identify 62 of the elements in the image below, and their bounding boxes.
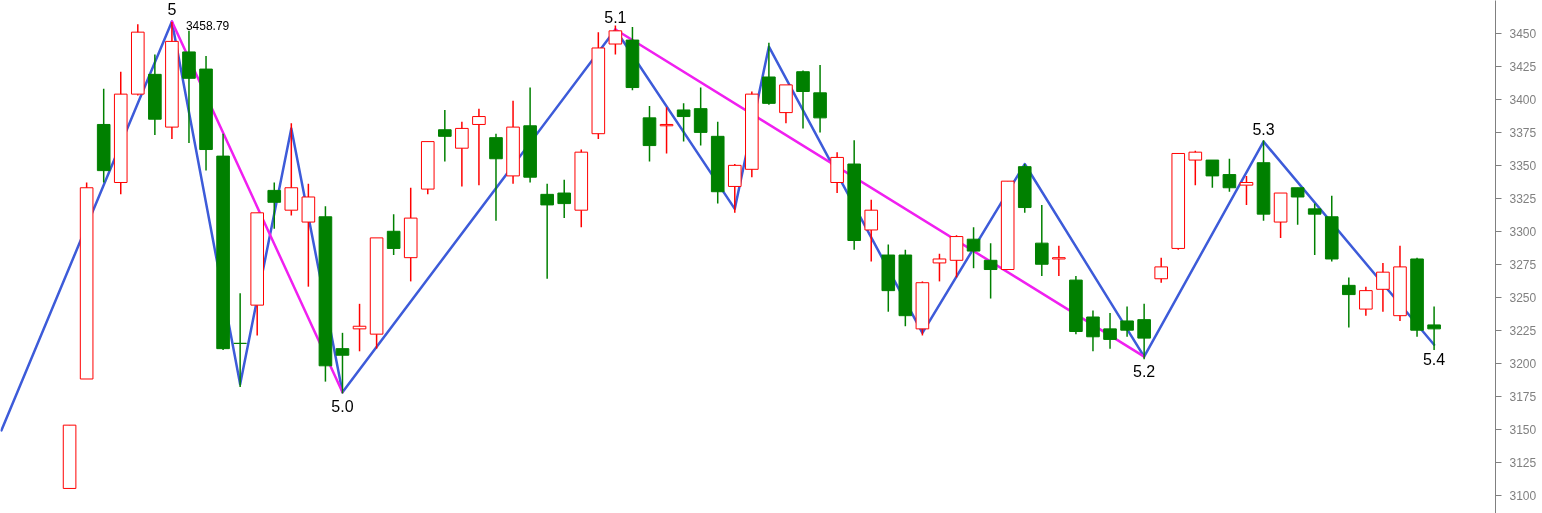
- candlestick: [727, 163, 742, 214]
- y-tick-label: 3100: [1509, 488, 1537, 503]
- candlestick: [676, 102, 691, 143]
- candlestick: [1359, 285, 1373, 317]
- candlestick: [335, 332, 350, 395]
- candlestick: [1034, 204, 1049, 277]
- y-tick-label: 3350: [1509, 158, 1537, 173]
- candlestick: [864, 198, 879, 263]
- annotation: 5: [167, 0, 177, 18]
- y-tick-label: 3250: [1509, 290, 1537, 305]
- candlestick: [1120, 305, 1134, 338]
- y-tick-label: 3400: [1509, 92, 1537, 107]
- candlestick: [540, 183, 554, 280]
- candlestick: [455, 121, 469, 188]
- y-tick-label: 3375: [1509, 125, 1537, 140]
- candlestick: [1376, 262, 1390, 313]
- candlestick: [1188, 150, 1203, 186]
- y-tick-label: 3150: [1509, 422, 1537, 437]
- annotation: 3458.79: [185, 19, 230, 34]
- candlestick: [284, 122, 299, 217]
- candlestick: [1154, 256, 1168, 284]
- candlestick: [966, 226, 981, 269]
- annotation: 5.2: [1133, 362, 1156, 380]
- y-tick-label: 3175: [1509, 389, 1537, 404]
- candlestick: [1052, 245, 1066, 277]
- candlestick: [1222, 158, 1237, 193]
- candlestick: [557, 179, 572, 219]
- candlestick: [932, 252, 947, 283]
- y-tick-label: 3450: [1509, 26, 1537, 41]
- y-tick-label: 3275: [1509, 257, 1537, 272]
- candlestick: [352, 303, 367, 353]
- candlestick: [1239, 175, 1254, 206]
- candlestick: [659, 106, 674, 155]
- candlestick: [983, 242, 998, 300]
- annotation: 5.0: [331, 398, 354, 416]
- candlestick: [949, 234, 964, 279]
- y-tick-label: 3325: [1509, 191, 1537, 206]
- candlestick: [386, 213, 401, 256]
- candlestick: [1103, 312, 1117, 350]
- candlestick: [1307, 202, 1322, 256]
- candlestick: [472, 107, 486, 186]
- candlestick: [1205, 159, 1220, 189]
- candlestick: [796, 69, 810, 130]
- candlestick: [693, 86, 708, 147]
- annotation: 5.4: [1422, 350, 1446, 368]
- y-tick-label: 3125: [1509, 455, 1537, 470]
- candlestick: [1290, 187, 1305, 226]
- candlestick: [1427, 305, 1441, 351]
- y-tick-label: 3200: [1509, 356, 1537, 371]
- candlestick: [1137, 303, 1151, 360]
- candlestick: [233, 292, 247, 388]
- candlestick: [608, 24, 623, 56]
- y-tick-label: 3225: [1509, 323, 1537, 338]
- candlestick: [438, 109, 452, 163]
- candlestick: [267, 181, 282, 230]
- candlestick: [1342, 276, 1356, 329]
- candlestick: [1086, 309, 1100, 353]
- annotation: 5.3: [1252, 120, 1275, 138]
- annotation: 5.1: [604, 8, 627, 26]
- y-tick-label: 3300: [1509, 224, 1537, 239]
- y-tick-label: 3425: [1509, 59, 1537, 74]
- candlestick: [489, 132, 503, 222]
